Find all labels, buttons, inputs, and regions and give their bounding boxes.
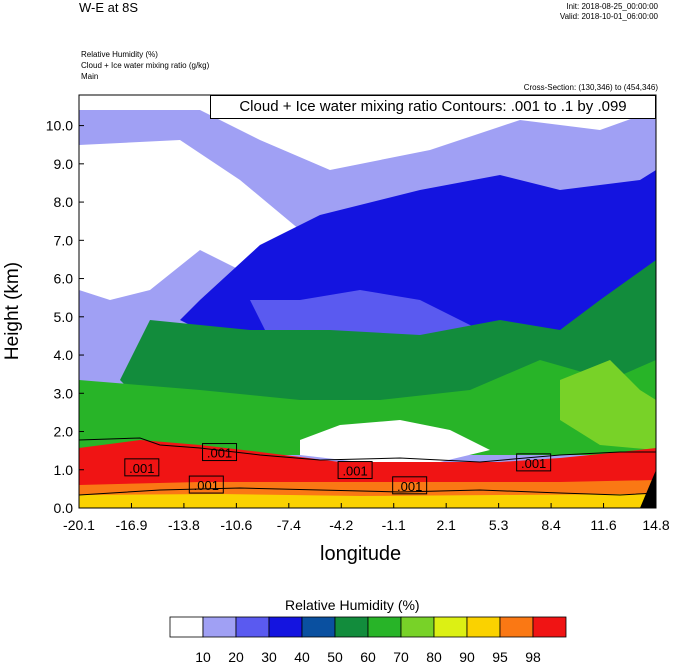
colorbar-swatch (235, 616, 270, 638)
colorbar-swatch (169, 616, 204, 638)
y-tick-label: 9.0 (54, 156, 74, 172)
rh-surface-yellow (79, 494, 656, 508)
terrain-mask (640, 470, 656, 508)
colorbar-swatch (202, 616, 237, 638)
y-axis-label: Height (km) (2, 261, 23, 361)
colorbar-level-label: 90 (459, 649, 475, 665)
colorbar-swatch (433, 616, 468, 638)
y-tick-label: 6.0 (54, 271, 74, 287)
y-tick-label: 10.0 (46, 118, 73, 134)
contour-label-box (392, 476, 428, 495)
colorbar: 10 20 30 40 50 60 70 80 90 95 98 (169, 616, 567, 665)
contour-lower (79, 487, 656, 496)
y-tick-label: 7.0 (54, 232, 74, 248)
x-tick-label: -13.8 (168, 517, 200, 533)
x-tick-label: -4.2 (329, 517, 353, 533)
colorbar-level-label: 98 (525, 649, 541, 665)
colorbar-swatch (334, 616, 369, 638)
contour-label: .001 (194, 478, 219, 493)
x-axis-label: longitude (320, 543, 402, 565)
x-tick-label: 14.8 (642, 517, 669, 533)
colorbar-level-label: 30 (261, 649, 277, 665)
colorbar-level-label: 20 (228, 649, 244, 665)
colorbar-swatch (499, 616, 534, 638)
x-tick-label: 11.6 (590, 517, 616, 533)
contour-label-box (188, 475, 224, 494)
colorbar-swatch (268, 616, 303, 638)
rh-low-white (300, 420, 490, 462)
colorbar-swatch (301, 616, 336, 638)
y-tick-label: 1.0 (54, 462, 74, 478)
colorbar-level-label: 40 (294, 649, 310, 665)
colorbar-title: Relative Humidity (%) (285, 597, 420, 613)
x-tick-label: -20.1 (63, 517, 95, 533)
contour-lines (79, 437, 656, 496)
contour-label: .001 (129, 461, 154, 476)
colorbar-level-label: 80 (426, 649, 442, 665)
colorbar-level-label: 10 (195, 649, 211, 665)
y-tick-label: 0.0 (54, 500, 74, 516)
contour-label-box (516, 453, 552, 472)
x-tick-label: -7.4 (277, 517, 301, 533)
contour-label: .001 (397, 479, 422, 494)
contour-label-box (124, 458, 160, 477)
x-tick-label: 5.3 (489, 517, 509, 533)
contour-label-box (202, 443, 238, 462)
colorbar-swatch (400, 616, 435, 638)
plot-title: W-E at 8S (79, 0, 139, 15)
colorbar-swatch (466, 616, 501, 638)
x-tick-label: 2.1 (436, 517, 456, 533)
colorbar-swatch (367, 616, 402, 638)
x-tick-label: -16.9 (115, 517, 147, 533)
colorbar-level-label: 50 (327, 649, 343, 665)
y-tick-label: 5.0 (54, 309, 74, 325)
heatmap-area (79, 95, 656, 508)
contour-label: .001 (342, 464, 367, 479)
y-tick-label: 4.0 (54, 347, 74, 363)
rh-right-yellowgreen (560, 360, 656, 450)
cross-section-label: Cross-Section: (130,346) to (454,346) (523, 83, 658, 92)
y-tick-label: 2.0 (54, 424, 74, 440)
colorbar-level-label: 70 (393, 649, 409, 665)
contour-banner: Cloud + Ice water mixing ratio Contours:… (210, 95, 656, 119)
field-label-domain: Main (81, 72, 99, 81)
contour-label-layer: .001 .001 .001 .001 .001 .001 (124, 443, 552, 495)
contour-label: .001 (521, 456, 546, 471)
rh-lower-green (79, 360, 656, 455)
x-tick-label: -1.1 (382, 517, 406, 533)
x-tick-label: 8.4 (541, 517, 561, 533)
init-time: Init: 2018-08-25_00:00:00 (566, 2, 658, 11)
colorbar-swatch (532, 616, 567, 638)
contour-label-box (337, 461, 373, 480)
y-tick-label: 3.0 (54, 385, 74, 401)
x-axis: -20.1 -16.9 -13.8 -10.6 -7.4 -4.2 -1.1 2.1 5.3 8.… (63, 503, 670, 533)
colorbar-level-label: 60 (360, 649, 376, 665)
colorbar-level-label: 95 (492, 649, 508, 665)
contour-upper (79, 437, 656, 463)
y-tick-label: 8.0 (54, 194, 74, 210)
field-label-cloud-ice: Cloud + Ice water mixing ratio (g/kg) (81, 61, 210, 70)
field-label-rh: Relative Humidity (%) (81, 50, 158, 59)
valid-time: Valid: 2018-10-01_06:00:00 (559, 12, 658, 21)
contour-label: .001 (207, 446, 232, 461)
y-axis: 0.0 1.0 2.0 3.0 4.0 5.0 6.0 7.0 8.0 9.0 10.0 (46, 118, 84, 516)
x-tick-label: -10.6 (220, 517, 252, 533)
